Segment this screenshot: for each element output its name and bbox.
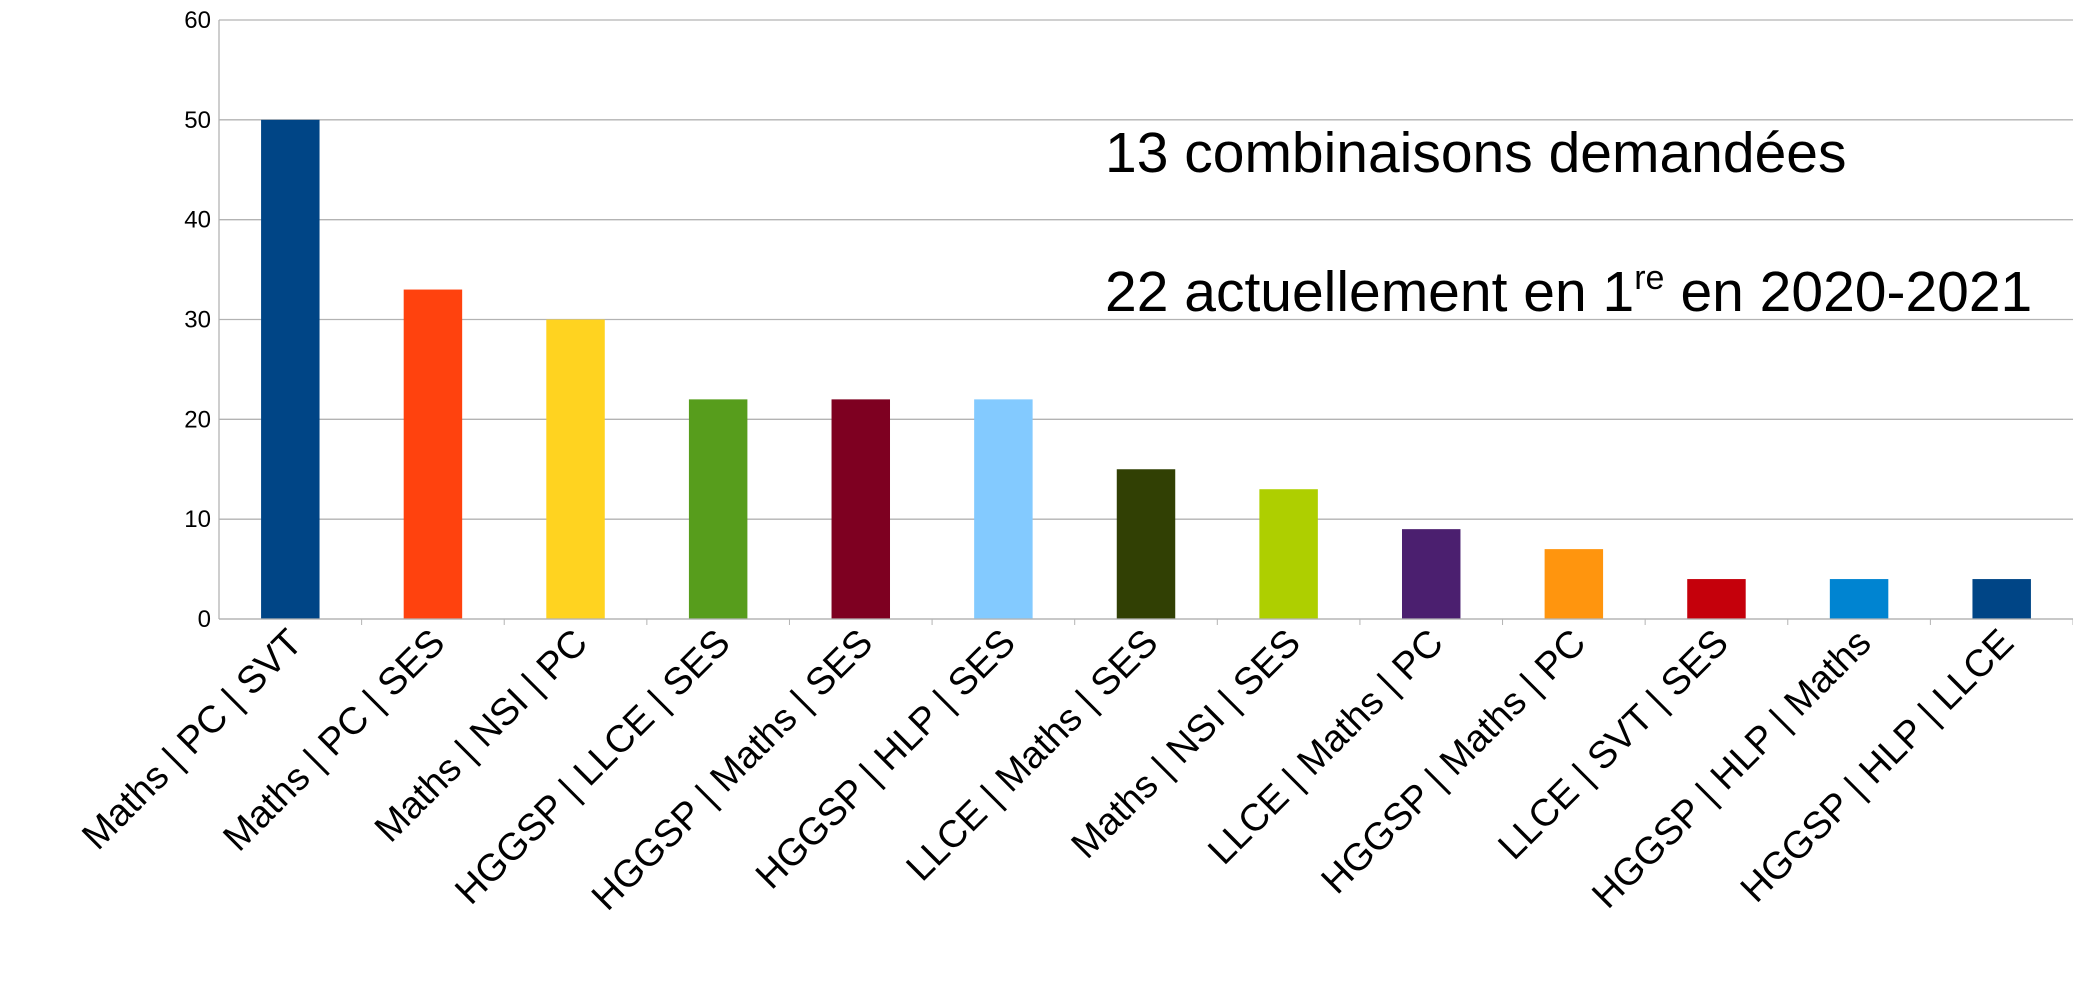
bar [1401, 529, 1461, 619]
y-tick-label: 30 [184, 307, 211, 334]
bar [688, 399, 748, 619]
x-tick-label: HGGSP | Maths | SES [584, 622, 881, 919]
bar [403, 289, 463, 619]
bar [1829, 579, 1889, 619]
bar [546, 319, 605, 619]
y-tick-label: 20 [184, 406, 211, 433]
x-tick-label: LLCE | Maths | PC [1200, 622, 1451, 873]
bar [1972, 579, 2031, 619]
y-tick-label: 40 [184, 207, 211, 234]
bar [1116, 469, 1176, 619]
annotation-text: 22 actuellement en 1 [1105, 260, 1634, 324]
bar [1544, 549, 1604, 619]
annotation-text: en 2020-2021 [1680, 260, 2032, 324]
x-tick-label: LLCE | Maths | SES [899, 622, 1167, 890]
bar [1687, 579, 1746, 619]
x-tick-label: HGGSP | HLP | SES [748, 622, 1024, 898]
x-tick-label: HGGSP | HLP | LLCE [1733, 622, 2022, 911]
bar [831, 399, 891, 619]
y-tick-label: 60 [184, 7, 211, 34]
bar [261, 119, 320, 619]
y-tick-label: 0 [198, 606, 211, 633]
x-tick-label: HGGSP | LLCE | SES [447, 622, 738, 913]
bar [1259, 489, 1318, 619]
bar [974, 399, 1033, 619]
y-tick-label: 10 [184, 506, 211, 533]
annotation: 22 actuellement en 1re en 2020-2021 [1105, 259, 2032, 324]
y-tick-label: 50 [184, 107, 211, 134]
x-tick-label: HGGSP | HLP | Maths [1584, 622, 1879, 917]
x-tick-label: HGGSP | Maths | PC [1314, 622, 1595, 903]
annotation-superscript: re [1634, 259, 1664, 297]
annotation: 13 combinaisons demandées [1105, 121, 1846, 185]
